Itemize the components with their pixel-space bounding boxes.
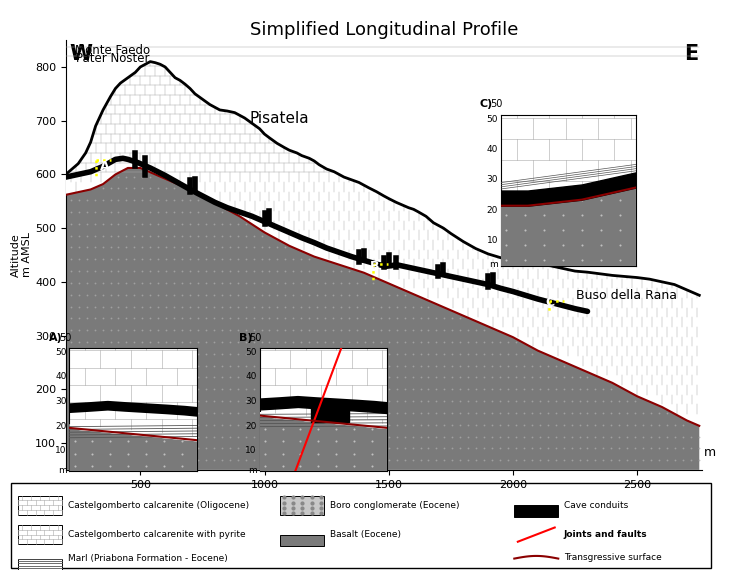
Text: 30: 30 xyxy=(246,397,257,406)
Text: 10: 10 xyxy=(56,446,67,456)
Text: m: m xyxy=(489,260,498,269)
Text: Castelgomberto calcarenite (Oligocene): Castelgomberto calcarenite (Oligocene) xyxy=(67,501,249,510)
Text: 20: 20 xyxy=(246,422,257,431)
Text: 50: 50 xyxy=(490,99,502,108)
Text: Boro conglomerate (Eocene): Boro conglomerate (Eocene) xyxy=(330,501,460,510)
Text: Castelgomberto calcarenite with pyrite: Castelgomberto calcarenite with pyrite xyxy=(67,530,245,539)
Text: Buso della Rana: Buso della Rana xyxy=(576,289,678,303)
Polygon shape xyxy=(260,412,387,429)
Text: A: A xyxy=(99,160,109,174)
Text: 20: 20 xyxy=(487,206,498,215)
Text: m: m xyxy=(58,466,67,475)
Polygon shape xyxy=(69,429,197,471)
Polygon shape xyxy=(311,407,349,422)
Text: 40: 40 xyxy=(56,372,67,382)
Text: 50: 50 xyxy=(487,115,498,124)
Text: Monte Faedo: Monte Faedo xyxy=(75,44,151,57)
Polygon shape xyxy=(66,168,700,470)
Text: 30: 30 xyxy=(487,175,498,185)
Y-axis label: Altitude
m AMSL: Altitude m AMSL xyxy=(10,233,32,277)
Text: 40: 40 xyxy=(487,145,498,154)
Text: Pater Noster: Pater Noster xyxy=(76,52,150,65)
Text: 40: 40 xyxy=(246,372,257,382)
Text: m: m xyxy=(704,446,716,459)
Text: Pisatela: Pisatela xyxy=(249,111,309,126)
Text: Joints and faults: Joints and faults xyxy=(564,530,648,539)
Bar xyxy=(18,496,62,515)
Text: A): A) xyxy=(49,333,63,343)
Bar xyxy=(18,525,62,544)
Text: W: W xyxy=(69,44,93,64)
Polygon shape xyxy=(501,187,636,266)
Polygon shape xyxy=(69,424,197,441)
Text: 10: 10 xyxy=(487,236,498,245)
Bar xyxy=(280,496,325,515)
Text: C): C) xyxy=(479,99,493,108)
Text: 50: 50 xyxy=(246,348,257,357)
Bar xyxy=(18,559,62,570)
Text: Transgressive surface: Transgressive surface xyxy=(564,553,662,562)
Text: C: C xyxy=(545,296,555,309)
Bar xyxy=(280,535,325,546)
Text: Marl (Priabona Formation - Eocene): Marl (Priabona Formation - Eocene) xyxy=(67,554,227,563)
Bar xyxy=(515,505,558,517)
Text: E: E xyxy=(683,44,698,64)
Text: 50: 50 xyxy=(59,333,72,343)
Polygon shape xyxy=(66,61,700,426)
Text: B: B xyxy=(371,260,380,273)
Text: 50: 50 xyxy=(249,333,262,343)
Text: m: m xyxy=(249,466,257,475)
Text: B): B) xyxy=(239,333,252,343)
Text: Basalt (Eocene): Basalt (Eocene) xyxy=(330,530,401,539)
Text: 10: 10 xyxy=(246,446,257,456)
Text: 50: 50 xyxy=(56,348,67,357)
Text: 20: 20 xyxy=(56,422,67,431)
Text: 30: 30 xyxy=(56,397,67,406)
Title: Simplified Longitudinal Profile: Simplified Longitudinal Profile xyxy=(249,21,518,38)
Text: Cave conduits: Cave conduits xyxy=(564,501,628,510)
Polygon shape xyxy=(260,417,387,471)
